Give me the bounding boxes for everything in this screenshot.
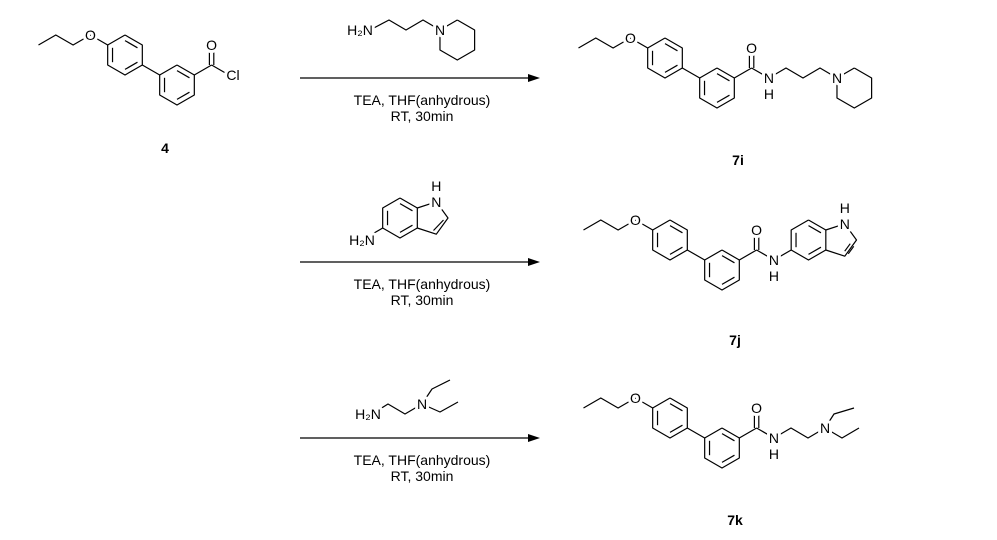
bond — [733, 67, 752, 79]
bond — [439, 19, 476, 61]
bond — [773, 427, 826, 439]
condition: TEA, THF(anhydrous) — [354, 452, 491, 468]
atom-label: N — [840, 216, 850, 232]
atom-label: Cl — [226, 67, 239, 83]
bond — [583, 219, 636, 231]
atom-label: H — [764, 86, 774, 102]
bond — [669, 225, 683, 234]
bond — [756, 249, 775, 261]
bond — [433, 219, 444, 231]
atom-label: N — [769, 252, 779, 268]
condition: TEA, THF(anhydrous) — [354, 92, 491, 108]
bond — [142, 64, 160, 76]
bond — [836, 67, 873, 109]
compound-label: 7j — [729, 332, 741, 348]
bond — [721, 433, 735, 442]
bond — [176, 91, 190, 100]
atom-label: O — [625, 30, 636, 46]
atom-label: H — [431, 178, 441, 194]
atom-label: O — [746, 40, 757, 56]
atom-label: N — [832, 70, 842, 86]
bond — [669, 403, 683, 412]
atom-label: H — [769, 268, 779, 284]
bond — [682, 67, 700, 79]
bond — [365, 227, 384, 239]
condition: RT, 30min — [391, 108, 454, 124]
atom-label: O — [85, 27, 96, 43]
atom-label: H — [769, 446, 779, 462]
bond — [687, 427, 705, 439]
bond — [756, 427, 775, 439]
atom-label: N — [431, 194, 441, 210]
bond — [664, 43, 678, 52]
atom-label: N — [435, 22, 445, 38]
atom-label: N — [417, 396, 427, 412]
compound-label: 4 — [161, 140, 169, 156]
bond — [399, 203, 413, 212]
bond — [687, 249, 705, 261]
atom-label: N — [769, 430, 779, 446]
condition: RT, 30min — [391, 292, 454, 308]
atom-label: H₂N — [349, 232, 375, 248]
condition: TEA, THF(anhydrous) — [354, 276, 491, 292]
bond — [635, 397, 654, 409]
bond — [421, 379, 451, 405]
bond — [124, 40, 138, 49]
atom-label: H — [840, 200, 850, 216]
bond — [193, 64, 212, 76]
bond — [716, 94, 730, 103]
bond — [808, 246, 822, 255]
bond — [211, 64, 230, 76]
bond — [669, 246, 683, 255]
atom-label: O — [630, 212, 641, 228]
atom-label: O — [206, 37, 217, 53]
compound-label: 7i — [732, 152, 744, 168]
atom-label: H₂N — [347, 22, 373, 38]
bond — [176, 70, 190, 79]
bond — [417, 201, 449, 235]
bond — [630, 37, 649, 49]
arrowhead — [528, 434, 540, 442]
condition: RT, 30min — [391, 468, 454, 484]
atom-label: N — [820, 420, 830, 436]
bond — [369, 19, 441, 31]
bond — [583, 397, 636, 409]
bond — [773, 249, 792, 261]
bond — [738, 427, 757, 439]
bond — [844, 243, 851, 252]
bond — [825, 223, 858, 257]
atom-label: N — [764, 70, 774, 86]
bond — [808, 225, 822, 234]
bond — [847, 245, 855, 255]
atom-label: H₂N — [355, 406, 381, 422]
bond — [421, 401, 459, 413]
bond — [768, 67, 838, 79]
bond — [721, 454, 735, 463]
bond — [90, 34, 109, 46]
arrowhead — [528, 74, 540, 82]
bonds — [38, 19, 873, 469]
bond — [716, 73, 730, 82]
bond — [635, 219, 654, 231]
bond — [721, 276, 735, 285]
bond — [664, 64, 678, 73]
bond — [669, 424, 683, 433]
compound-label: 7k — [727, 512, 743, 528]
bond — [38, 34, 91, 46]
bond — [371, 403, 423, 415]
bond — [738, 249, 757, 261]
bond — [824, 407, 855, 429]
atom-label: O — [751, 400, 762, 416]
arrowhead — [528, 258, 540, 266]
bond — [751, 67, 770, 79]
bond — [824, 427, 860, 439]
bond — [578, 37, 631, 49]
bond — [124, 61, 138, 70]
bond — [399, 224, 413, 233]
atom-label: O — [630, 390, 641, 406]
atom-label: O — [751, 222, 762, 238]
bond — [721, 255, 735, 264]
